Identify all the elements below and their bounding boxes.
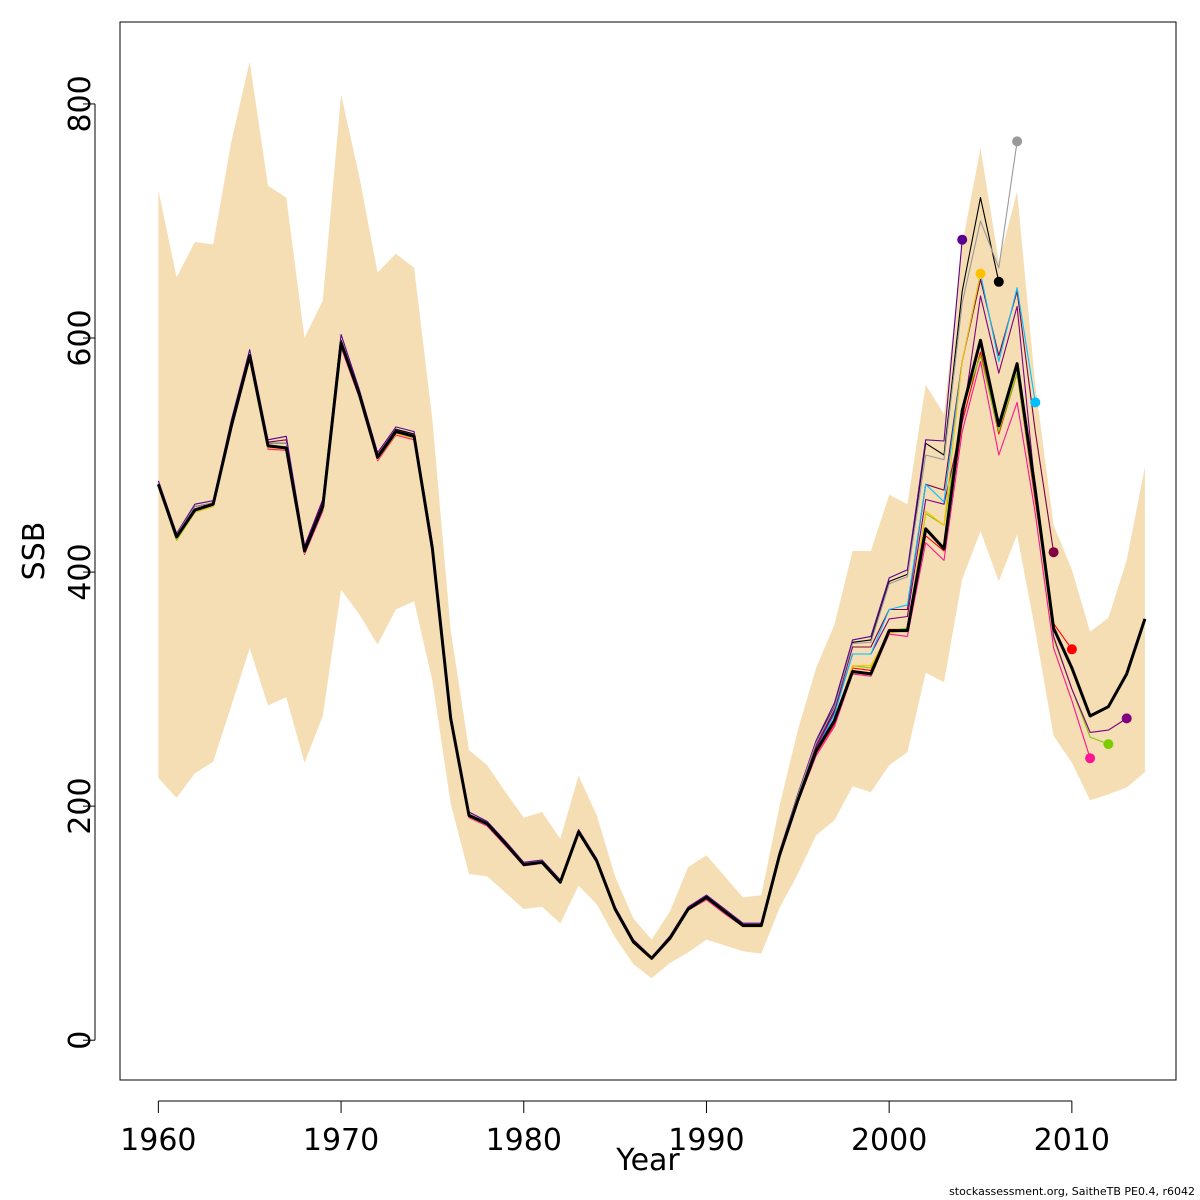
end-point-marker xyxy=(1103,739,1114,750)
x-tick-label: 1990 xyxy=(668,1123,744,1158)
end-point-marker xyxy=(975,268,986,279)
series-line-main xyxy=(156,338,1147,960)
series-layer xyxy=(156,141,1147,961)
credit-text: stockassessment.org, SaitheTB PE0.4, r60… xyxy=(949,1185,1195,1198)
x-tick-label: 1960 xyxy=(120,1123,196,1158)
x-tick-label: 1970 xyxy=(303,1123,379,1158)
y-tick-label: 800 xyxy=(63,75,98,132)
x-axis-title: Year xyxy=(615,1143,680,1178)
end-point-marker xyxy=(1085,753,1096,764)
end-point-marker xyxy=(1030,397,1041,408)
x-tick-label: 1980 xyxy=(486,1123,562,1158)
end-point-marker xyxy=(957,234,968,245)
end-point-marker xyxy=(993,276,1004,287)
end-point-layer xyxy=(957,136,1132,764)
y-tick-label: 200 xyxy=(63,777,98,834)
end-point-marker xyxy=(1048,547,1059,558)
y-axis-title: SSB xyxy=(17,522,52,581)
end-point-marker xyxy=(1012,136,1023,147)
x-tick-label: 2010 xyxy=(1034,1123,1110,1158)
y-axis: 0 200 400 600 800 xyxy=(63,75,98,1049)
y-tick-label: 400 xyxy=(63,543,98,600)
x-axis: 1960 1970 1980 1990 2000 2010 xyxy=(120,1100,1110,1158)
end-point-marker xyxy=(1121,713,1132,724)
x-tick-label: 2000 xyxy=(851,1123,927,1158)
end-point-marker xyxy=(1066,644,1077,655)
y-tick-label: 0 xyxy=(63,1031,98,1050)
confidence-band-layer xyxy=(158,61,1145,979)
y-tick-label: 600 xyxy=(63,309,98,366)
plot-frame xyxy=(119,21,1177,1081)
confidence-band xyxy=(158,61,1145,979)
